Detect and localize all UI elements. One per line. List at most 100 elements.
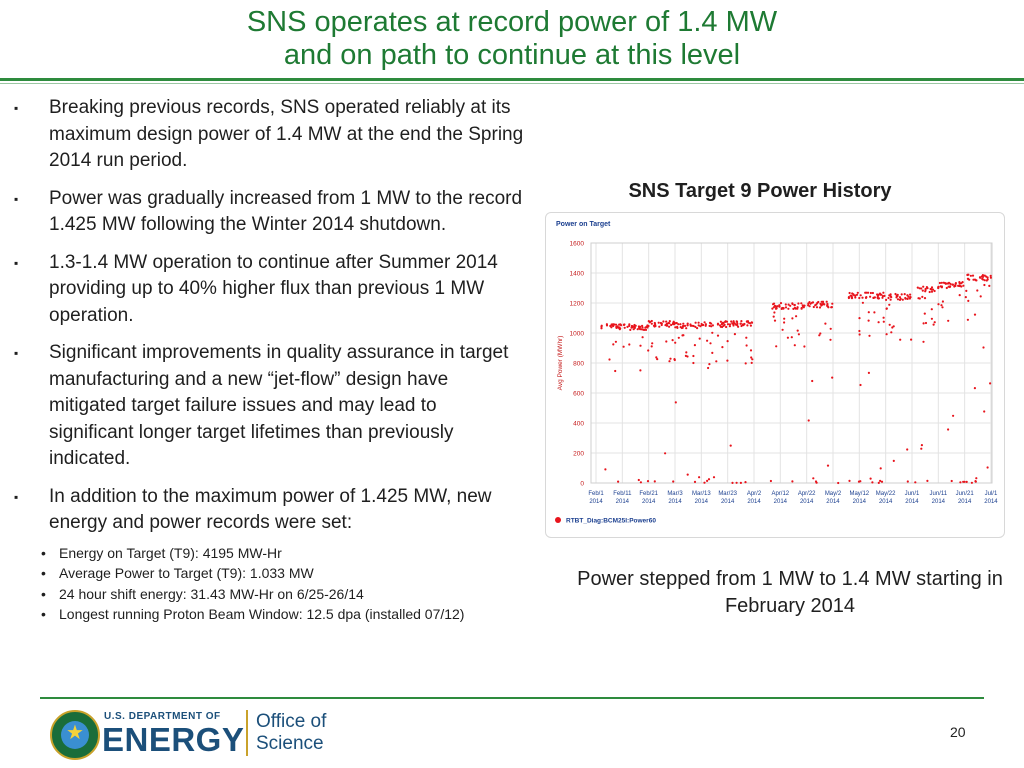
seal-inner — [61, 721, 89, 749]
data-point — [947, 428, 950, 431]
data-point — [985, 279, 988, 282]
data-point — [922, 340, 925, 343]
bullet-marker: ▪ — [14, 489, 19, 504]
data-point — [812, 305, 815, 309]
data-point — [650, 345, 653, 348]
data-point — [784, 303, 787, 306]
data-point — [877, 293, 880, 296]
x-tick-year: 2014 — [774, 499, 788, 505]
data-point — [722, 321, 725, 324]
x-tick-year: 2014 — [879, 499, 893, 505]
y-tick-label: 0 — [580, 481, 584, 488]
data-point — [877, 321, 880, 324]
data-point — [966, 318, 969, 321]
data-point — [779, 302, 783, 305]
plot-frame — [590, 242, 993, 484]
data-point — [831, 302, 834, 305]
data-point — [892, 325, 895, 328]
data-point — [732, 324, 735, 327]
bullet-list: ▪ Breaking previous records, SNS operate… — [14, 95, 524, 627]
data-point — [665, 340, 668, 343]
data-point — [629, 328, 632, 331]
x-tick-label: Mar/3 — [667, 491, 683, 497]
data-point — [618, 323, 621, 326]
data-point — [614, 340, 617, 343]
data-point — [769, 479, 772, 483]
data-point — [642, 328, 645, 331]
x-tick-label: Jul/1 — [985, 491, 998, 497]
data-point — [896, 294, 899, 298]
data-point — [787, 303, 790, 306]
data-point — [887, 296, 890, 300]
data-point — [937, 303, 940, 306]
sub-bullet-text: Longest running Proton Beam Window: 12.5… — [59, 606, 465, 622]
data-point — [686, 324, 689, 327]
data-point — [628, 343, 631, 346]
x-tick-year: 2014 — [984, 499, 998, 505]
office-of-science-wordmark: Office of Science — [256, 711, 326, 755]
data-point — [814, 480, 818, 483]
data-point — [930, 288, 933, 291]
data-point — [612, 343, 615, 346]
data-point — [906, 480, 909, 483]
data-point — [819, 332, 822, 335]
data-point — [882, 291, 885, 294]
data-point — [965, 289, 968, 292]
data-point — [674, 326, 677, 329]
data-point — [797, 302, 800, 305]
x-tick-label: Mar/23 — [718, 491, 737, 497]
data-point — [693, 480, 697, 483]
data-point — [745, 336, 748, 339]
data-point — [928, 290, 931, 294]
y-tick-label: 1000 — [570, 331, 585, 338]
data-point — [697, 324, 700, 327]
data-point — [954, 282, 957, 285]
data-point — [679, 323, 682, 326]
seal-star-icon: ★ — [66, 722, 84, 744]
x-tick-year: 2014 — [721, 499, 735, 505]
x-tick-year: 2014 — [747, 499, 761, 505]
data-point — [940, 304, 943, 307]
data-point — [633, 325, 636, 328]
data-point — [918, 287, 921, 290]
data-point — [951, 283, 954, 286]
legend-marker — [555, 517, 561, 523]
data-point — [793, 306, 797, 309]
data-point — [881, 295, 884, 298]
data-point — [816, 301, 819, 305]
data-point — [973, 278, 977, 281]
bullet-item: ▪ Power was gradually increased from 1 M… — [14, 186, 524, 239]
data-point — [909, 296, 912, 299]
data-point — [922, 285, 925, 288]
data-point — [682, 322, 685, 325]
data-point — [903, 293, 906, 296]
data-point — [703, 481, 706, 484]
data-point — [750, 321, 754, 324]
data-point — [953, 284, 956, 288]
office-line-2: Science — [256, 733, 324, 754]
doe-office-of-science-logo: ★ U.S. DEPARTMENT OF ENERGY Office of Sc… — [50, 708, 350, 762]
data-point — [651, 342, 654, 345]
x-tick-year: 2014 — [668, 499, 682, 505]
data-point — [640, 328, 643, 331]
data-point — [914, 481, 917, 484]
data-point — [796, 306, 799, 309]
data-point — [733, 333, 736, 336]
data-point — [890, 331, 893, 334]
data-point — [948, 285, 951, 289]
data-point — [731, 481, 734, 484]
data-point — [795, 315, 798, 318]
data-point — [618, 328, 621, 331]
data-point — [882, 320, 885, 323]
sub-bullet-item: • Average Power to Target (T9): 1.033 MW — [14, 565, 524, 581]
x-tick-label: Apr/12 — [771, 491, 789, 497]
data-point — [655, 356, 658, 359]
data-point — [888, 323, 891, 326]
data-point — [712, 476, 716, 479]
data-point — [879, 467, 882, 470]
data-point — [959, 481, 962, 484]
data-point — [921, 289, 924, 292]
data-point — [818, 334, 821, 337]
data-point — [711, 351, 714, 354]
data-point — [803, 345, 806, 348]
